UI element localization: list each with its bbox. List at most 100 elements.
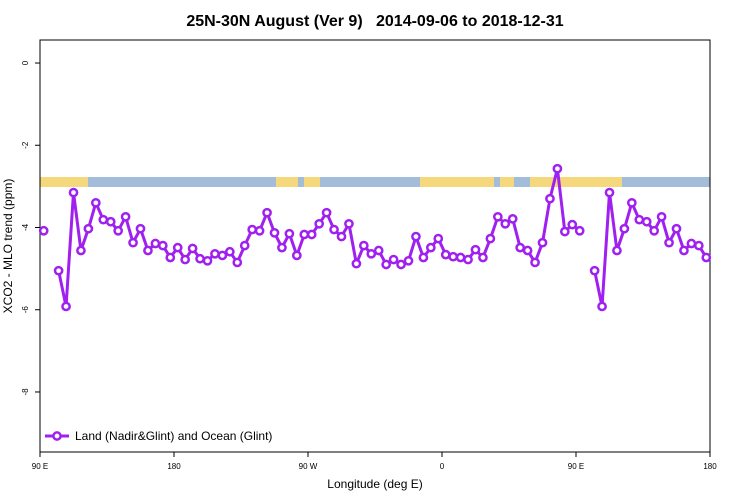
point [321, 207, 332, 218]
point [76, 245, 86, 256]
point [344, 218, 354, 229]
point [150, 238, 161, 249]
y-tick-label: -4 [21, 223, 30, 231]
land [304, 177, 320, 187]
x-tick-label: 90 E [568, 462, 584, 471]
y-axis-label: XCO2 - MLO trend (ppm) [1, 179, 15, 314]
point [612, 245, 622, 256]
point [373, 245, 384, 256]
point [403, 255, 414, 266]
point [522, 245, 533, 256]
point [105, 216, 116, 227]
point [574, 225, 585, 236]
point [649, 225, 660, 236]
point [143, 245, 153, 256]
chart-title: 25N-30N August (Ver 9) 2014-09-06 to 201… [186, 13, 563, 30]
point [366, 248, 377, 259]
point [187, 243, 198, 254]
point [589, 265, 600, 276]
point [128, 237, 138, 248]
point [120, 211, 131, 222]
point [195, 253, 205, 264]
point [500, 218, 511, 229]
point [530, 257, 540, 268]
point [247, 224, 258, 235]
point [306, 229, 317, 240]
point [98, 214, 109, 225]
point [470, 244, 481, 255]
point [679, 245, 689, 256]
point [53, 265, 64, 276]
point [157, 240, 168, 251]
point [314, 218, 325, 229]
point [485, 233, 496, 244]
y-tick-label: 0 [21, 60, 30, 65]
point [641, 216, 652, 227]
point [232, 257, 243, 268]
point [626, 197, 637, 208]
land [530, 177, 622, 187]
point [284, 228, 295, 239]
land [40, 177, 88, 187]
point [478, 252, 488, 263]
point [210, 248, 220, 259]
x-tick-label: 90 E [32, 462, 48, 471]
point [38, 225, 49, 236]
point [329, 224, 339, 235]
point [604, 187, 615, 198]
ocean [40, 177, 710, 187]
point [396, 259, 406, 270]
point [358, 240, 369, 251]
point [381, 259, 392, 270]
point [135, 223, 146, 234]
point [671, 223, 682, 234]
point [686, 238, 697, 249]
point [440, 249, 451, 260]
legend-label: Land (Nadir&Glint) and Ocean (Glint) [75, 429, 272, 443]
point [455, 252, 466, 263]
point [567, 219, 578, 230]
point [202, 255, 213, 266]
y-tick-label: -8 [21, 388, 30, 396]
x-tick-label: 90 W [299, 462, 318, 471]
point [336, 231, 347, 242]
x-axis-label: Longitude (deg E) [327, 477, 422, 491]
point [217, 250, 228, 261]
legend-marker [52, 431, 62, 441]
point [113, 225, 124, 236]
point [262, 207, 272, 218]
point [545, 193, 555, 204]
point [165, 252, 176, 263]
point [418, 252, 429, 263]
point [254, 225, 265, 236]
point [239, 240, 250, 251]
point [433, 233, 444, 244]
point [388, 254, 399, 265]
point [68, 187, 79, 198]
point [299, 229, 310, 240]
point [537, 237, 548, 248]
plot-frame [39, 39, 711, 453]
point [664, 237, 674, 248]
point [224, 246, 235, 257]
point [269, 227, 280, 238]
point [291, 250, 302, 261]
x-tick-label: 180 [167, 462, 181, 471]
y-tick-label: -2 [21, 141, 30, 149]
point [90, 197, 101, 208]
point [701, 252, 712, 263]
point [180, 254, 191, 265]
land-ocean-strip [40, 177, 710, 187]
point [411, 231, 421, 242]
land [276, 177, 298, 187]
point [425, 242, 436, 253]
point [693, 240, 704, 251]
point [597, 301, 607, 312]
point [552, 163, 563, 174]
point [448, 251, 459, 262]
point [492, 211, 503, 222]
point [619, 223, 630, 234]
point [507, 214, 518, 224]
land [500, 177, 514, 187]
point [277, 242, 287, 253]
